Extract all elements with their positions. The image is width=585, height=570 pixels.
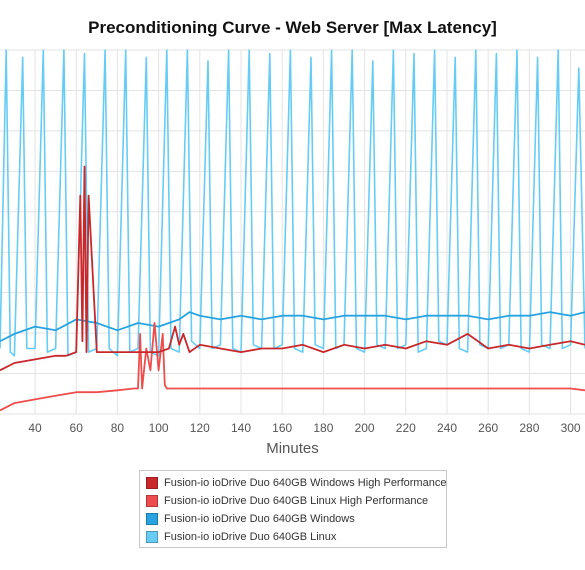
x-ticks: 40 60 80 100 120 140 160 180 200 220 240 260 280 300 bbox=[28, 421, 581, 435]
x-tick-label: 100 bbox=[149, 421, 169, 435]
legend: Fusion-io ioDrive Duo 640GB Windows High… bbox=[139, 470, 447, 548]
x-tick-label: 160 bbox=[272, 421, 292, 435]
legend-item: Fusion-io ioDrive Duo 640GB Linux High P… bbox=[146, 492, 428, 510]
legend-item: Fusion-io ioDrive Duo 640GB Windows High… bbox=[146, 474, 446, 492]
chart-title: Preconditioning Curve - Web Server [Max … bbox=[88, 18, 497, 37]
x-tick-label: 40 bbox=[28, 421, 42, 435]
legend-item: Fusion-io ioDrive Duo 640GB Linux bbox=[146, 528, 336, 546]
x-axis-label: Minutes bbox=[266, 440, 319, 457]
x-tick-label: 240 bbox=[437, 421, 457, 435]
x-tick-label: 140 bbox=[231, 421, 251, 435]
series-line-1 bbox=[0, 165, 585, 372]
x-tick-label: 260 bbox=[478, 421, 498, 435]
legend-label: Fusion-io ioDrive Duo 640GB Windows High… bbox=[164, 477, 447, 489]
series-line-2 bbox=[0, 322, 585, 412]
legend-swatch bbox=[146, 531, 158, 543]
x-tick-label: 60 bbox=[70, 421, 84, 435]
legend-label: Fusion-io ioDrive Duo 640GB Linux High P… bbox=[164, 495, 429, 507]
legend-swatch bbox=[146, 513, 158, 525]
x-tick-label: 300 bbox=[561, 421, 581, 435]
legend-label: Fusion-io ioDrive Duo 640GB Linux bbox=[164, 531, 337, 543]
x-tick-label: 180 bbox=[313, 421, 333, 435]
series-line-3 bbox=[0, 311, 585, 343]
x-tick-label: 280 bbox=[519, 421, 539, 435]
legend-swatch bbox=[146, 495, 158, 507]
legend-swatch bbox=[146, 477, 158, 489]
x-tick-label: 80 bbox=[111, 421, 125, 435]
legend-label: Fusion-io ioDrive Duo 640GB Windows bbox=[164, 513, 355, 525]
x-tick-label: 220 bbox=[396, 421, 416, 435]
x-tick-label: 200 bbox=[355, 421, 375, 435]
x-tick-label: 120 bbox=[190, 421, 210, 435]
series-lines bbox=[0, 49, 585, 412]
legend-item: Fusion-io ioDrive Duo 640GB Windows bbox=[146, 510, 355, 528]
